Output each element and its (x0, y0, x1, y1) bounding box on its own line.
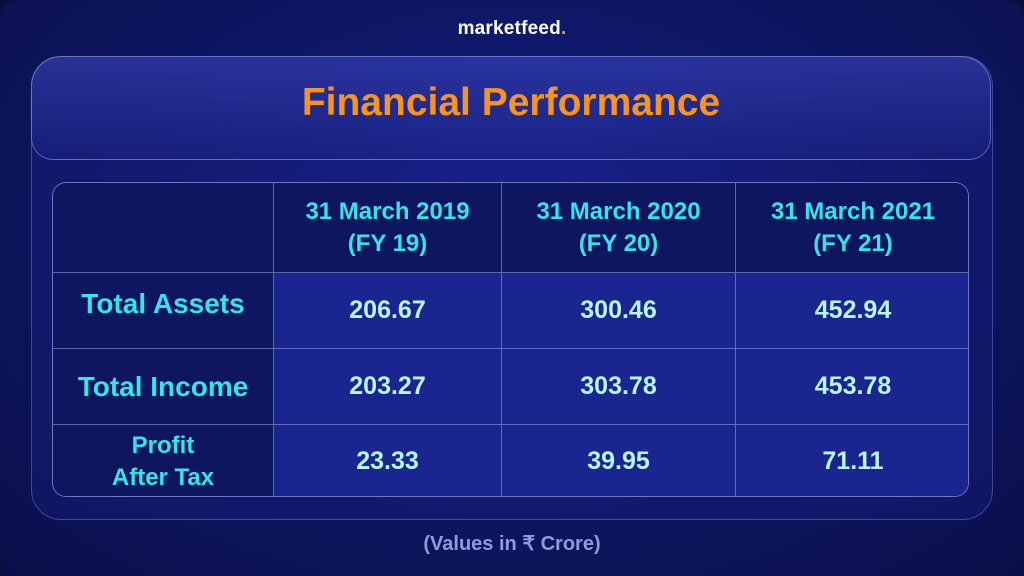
brand-name: marketfeed (457, 18, 561, 39)
column-header-fy: (FY 19) (347, 229, 428, 257)
row-label-line2: After Tax (111, 463, 215, 491)
column-header-fy: (FY 21) (813, 229, 893, 257)
row-label-total-income: Total Income (53, 349, 274, 425)
table-cell: 206.67 (274, 273, 502, 349)
column-header-date: 31 March 2021 (770, 197, 936, 225)
row-label-profit-after-tax: Profit After Tax (53, 425, 274, 496)
row-label: Profit (131, 431, 195, 459)
table-cell: 203.27 (274, 349, 502, 425)
table-cell: 23.33 (274, 425, 502, 496)
table-cell: 303.78 (502, 349, 736, 425)
row-label: Total Income (77, 371, 249, 402)
financial-table: 31 March 2019 (FY 19) 31 March 2020 (FY 20… (52, 182, 969, 497)
table-cell: 453.78 (736, 349, 968, 425)
title-bar: Financial Performance (31, 56, 991, 160)
column-header-date: 31 March 2020 (536, 197, 701, 225)
brand-dot: . (560, 18, 567, 39)
table-cell: 452.94 (736, 273, 968, 349)
units-note: (Values in ₹ Crore) (423, 533, 601, 555)
brand-logo: marketfeed. (0, 18, 1024, 40)
page-title: Financial Performance (301, 81, 721, 124)
row-label: Total Assets (81, 288, 245, 319)
column-header-fy19: 31 March 2019 (FY 19) (274, 183, 502, 273)
table-cell: 71.11 (736, 425, 968, 496)
row-label-total-assets: Total Assets (53, 273, 274, 349)
table-cell: 39.95 (502, 425, 736, 496)
table-cell: 300.46 (502, 273, 736, 349)
table-corner-cell (53, 183, 274, 273)
column-header-date: 31 March 2019 (305, 197, 470, 225)
column-header-fy21: 31 March 2021 (FY 21) (736, 183, 968, 273)
column-header-fy20: 31 March 2020 (FY 20) (502, 183, 736, 273)
column-header-fy: (FY 20) (578, 229, 659, 257)
